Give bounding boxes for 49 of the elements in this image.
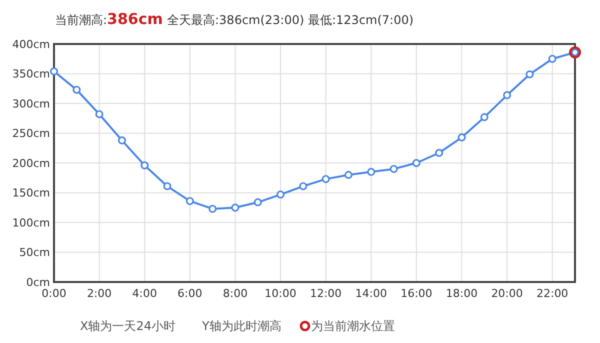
x-tick-label: 8:00 xyxy=(222,287,248,300)
text: X轴为一天24小时 xyxy=(80,319,176,333)
x-tick-label: 10:00 xyxy=(264,287,296,300)
point xyxy=(526,70,534,78)
x-tick-label: 12:00 xyxy=(310,287,342,300)
point xyxy=(435,148,444,157)
point xyxy=(367,168,376,176)
x-tick-label: 4:00 xyxy=(132,287,157,300)
point xyxy=(412,159,420,167)
point xyxy=(344,170,352,179)
text: Y轴为此时潮高 xyxy=(201,319,282,333)
y-tick-label: 400cm xyxy=(12,38,50,51)
chart-title: 当前潮高:386cm xyxy=(55,10,163,28)
point xyxy=(299,182,308,190)
point xyxy=(163,182,172,190)
point xyxy=(50,67,58,76)
point xyxy=(322,175,330,184)
x-tick-label: 18:00 xyxy=(446,287,478,300)
point xyxy=(231,204,240,212)
x-tick-label: 20:00 xyxy=(491,287,523,300)
point xyxy=(548,54,556,63)
x-tick-label: 16:00 xyxy=(400,287,432,300)
point xyxy=(186,197,194,206)
y-tick-label: 250cm xyxy=(12,127,50,140)
point xyxy=(276,190,285,199)
point xyxy=(208,204,217,213)
point xyxy=(140,161,149,170)
point xyxy=(72,86,81,94)
x-tick-label: 6:00 xyxy=(178,287,202,300)
point xyxy=(254,198,262,206)
legend-label: 为当前潮水位置 xyxy=(311,319,395,333)
point xyxy=(458,133,466,142)
x-tick-label: 14:00 xyxy=(355,287,387,300)
x-tick-label: 0:00 xyxy=(42,287,66,300)
point xyxy=(95,110,104,118)
x-tick-label: 22:00 xyxy=(536,287,568,300)
y-tick-label: 150cm xyxy=(12,186,50,200)
y-tick-label: 100cm xyxy=(12,216,50,230)
y-tick-label: 0cm xyxy=(26,276,50,289)
y-tick-label: 350cm xyxy=(12,68,50,81)
chart-subtitle: 全天最高:386cm(23:00) 最低:123cm(7:00) xyxy=(167,13,414,27)
y-tick-label: 200cm xyxy=(12,156,50,170)
point xyxy=(118,136,126,144)
point xyxy=(390,164,398,173)
y-tick-label: 300cm xyxy=(12,97,50,110)
y-tick-label: 50cm xyxy=(19,246,50,260)
x-tick-label: 2:00 xyxy=(86,287,112,300)
point xyxy=(480,113,488,122)
point xyxy=(503,91,512,100)
